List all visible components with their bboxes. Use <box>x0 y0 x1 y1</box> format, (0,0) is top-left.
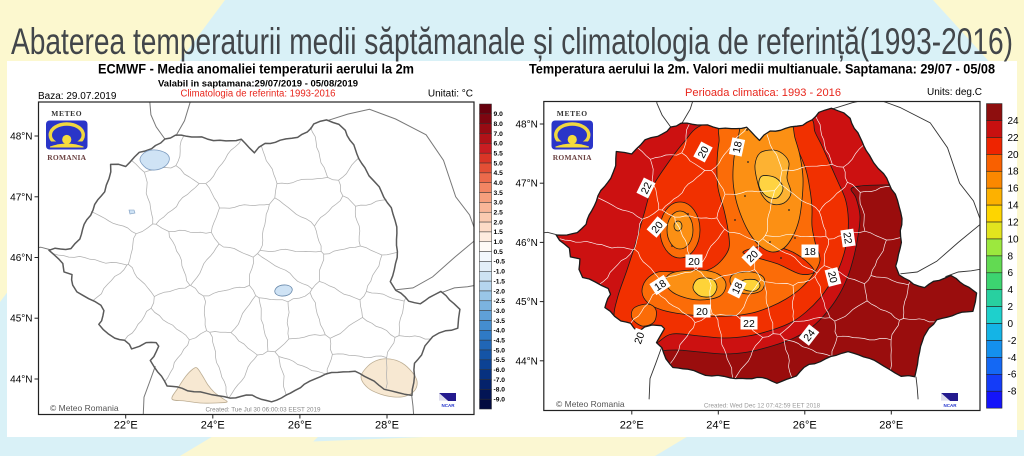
svg-text:20: 20 <box>696 144 712 160</box>
svg-text:18: 18 <box>652 277 668 294</box>
svg-text:26°E: 26°E <box>288 420 312 432</box>
svg-text:NCAR: NCAR <box>944 403 958 408</box>
svg-text:20: 20 <box>696 306 708 318</box>
svg-text:24: 24 <box>1008 116 1020 127</box>
svg-text:18: 18 <box>730 280 746 296</box>
svg-text:24°E: 24°E <box>706 420 730 432</box>
svg-text:48°N: 48°N <box>515 120 537 131</box>
svg-text:-8: -8 <box>1008 387 1017 398</box>
svg-text:-1.5: -1.5 <box>494 278 506 285</box>
svg-text:Baza: 29.07.2019: Baza: 29.07.2019 <box>38 91 117 102</box>
svg-text:14: 14 <box>1008 201 1020 212</box>
svg-text:© Meteo Romania: © Meteo Romania <box>50 403 119 413</box>
svg-text:0: 0 <box>1008 319 1014 330</box>
svg-text:18: 18 <box>804 246 816 258</box>
svg-text:16: 16 <box>1008 184 1020 195</box>
svg-text:22: 22 <box>840 231 854 244</box>
svg-text:46°N: 46°N <box>10 253 32 264</box>
svg-text:4.0: 4.0 <box>494 180 504 187</box>
svg-text:22: 22 <box>743 318 755 330</box>
svg-text:3.5: 3.5 <box>494 190 504 197</box>
svg-text:ECMWF - Media anomaliei temper: ECMWF - Media anomaliei temperaturii aer… <box>98 62 414 77</box>
svg-text:-0.5: -0.5 <box>494 259 506 266</box>
svg-text:26°E: 26°E <box>793 420 817 432</box>
svg-text:-5.0: -5.0 <box>494 347 506 354</box>
svg-text:Perioada climatica: 1993 - 201: Perioada climatica: 1993 - 2016 <box>685 87 841 99</box>
svg-text:Climatologia de referinta: 199: Climatologia de referinta: 1993-2016 <box>181 89 336 100</box>
svg-text:20: 20 <box>1008 150 1020 161</box>
svg-text:18: 18 <box>731 140 745 154</box>
svg-text:28°E: 28°E <box>879 420 903 432</box>
svg-text:-4: -4 <box>1008 353 1017 364</box>
svg-text:Created: Wed Dec 12 07:42:59 E: Created: Wed Dec 12 07:42:59 EET 2018 <box>704 403 821 410</box>
svg-text:9.0: 9.0 <box>494 111 504 118</box>
svg-text:Units: deg.C: Units: deg.C <box>927 87 982 98</box>
svg-text:Created: Tue Jul 30 06:00:03 E: Created: Tue Jul 30 06:00:03 EEST 2019 <box>205 407 321 414</box>
svg-text:4: 4 <box>1008 285 1014 296</box>
svg-text:0.5: 0.5 <box>494 249 504 256</box>
svg-text:Temperatura aerului la 2m. Val: Temperatura aerului la 2m. Valori medii … <box>529 62 995 77</box>
svg-text:22: 22 <box>1008 133 1020 144</box>
svg-text:20: 20 <box>688 256 700 268</box>
svg-text:METEO: METEO <box>51 109 82 118</box>
svg-text:METEO: METEO <box>557 109 588 118</box>
svg-text:2.0: 2.0 <box>494 219 504 226</box>
svg-text:-1.0: -1.0 <box>494 269 506 276</box>
svg-text:22: 22 <box>639 180 655 196</box>
svg-text:ROMANIA: ROMANIA <box>553 153 592 162</box>
svg-text:2.5: 2.5 <box>494 210 504 217</box>
svg-text:ROMANIA: ROMANIA <box>47 153 86 162</box>
svg-text:Abaterea temperaturii medii să: Abaterea temperaturii medii săptămanale … <box>11 21 1013 62</box>
svg-text:-8.0: -8.0 <box>494 387 506 394</box>
svg-text:48°N: 48°N <box>10 132 32 143</box>
svg-text:12: 12 <box>1008 217 1020 228</box>
svg-text:46°N: 46°N <box>515 238 537 249</box>
svg-text:2: 2 <box>1008 302 1014 313</box>
svg-text:47°N: 47°N <box>515 179 537 190</box>
svg-text:8.0: 8.0 <box>494 121 504 128</box>
svg-text:-2.5: -2.5 <box>494 298 506 305</box>
svg-text:45°N: 45°N <box>10 314 32 325</box>
svg-text:6: 6 <box>1008 268 1014 279</box>
svg-text:5.5: 5.5 <box>494 151 504 158</box>
svg-text:1.5: 1.5 <box>494 229 504 236</box>
svg-text:1.0: 1.0 <box>494 239 504 246</box>
svg-text:Valabil in saptamana:29/07/201: Valabil in saptamana:29/07/2019 - 05/08/… <box>158 79 358 90</box>
svg-text:5.0: 5.0 <box>494 160 504 167</box>
svg-text:22°E: 22°E <box>620 420 644 432</box>
svg-text:-7.0: -7.0 <box>494 377 506 384</box>
svg-text:-2: -2 <box>1008 336 1017 347</box>
svg-text:© Meteo Romania: © Meteo Romania <box>556 399 625 409</box>
svg-text:6.0: 6.0 <box>494 141 504 148</box>
svg-text:-6: -6 <box>1008 370 1017 381</box>
svg-text:44°N: 44°N <box>515 356 537 367</box>
svg-text:-6.0: -6.0 <box>494 367 506 374</box>
svg-text:Unitati: °C: Unitati: °C <box>428 89 473 100</box>
svg-text:47°N: 47°N <box>10 192 32 203</box>
svg-text:-5.5: -5.5 <box>494 357 506 364</box>
svg-text:18: 18 <box>1008 167 1020 178</box>
svg-text:-3.0: -3.0 <box>494 308 506 315</box>
svg-text:3.0: 3.0 <box>494 200 504 207</box>
svg-text:NCAR: NCAR <box>442 403 456 408</box>
svg-text:24°E: 24°E <box>201 420 225 432</box>
svg-text:20: 20 <box>825 270 840 284</box>
svg-text:22°E: 22°E <box>114 420 138 432</box>
svg-text:-4.5: -4.5 <box>494 337 506 344</box>
svg-text:44°N: 44°N <box>10 375 32 386</box>
svg-text:-9.0: -9.0 <box>494 397 506 404</box>
svg-text:8: 8 <box>1008 251 1014 262</box>
svg-text:-3.5: -3.5 <box>494 318 506 325</box>
svg-text:45°N: 45°N <box>515 297 537 308</box>
svg-text:10: 10 <box>1008 234 1020 245</box>
svg-text:4.5: 4.5 <box>494 170 504 177</box>
svg-text:-2.0: -2.0 <box>494 288 506 295</box>
svg-text:-4.0: -4.0 <box>494 328 506 335</box>
svg-text:7.0: 7.0 <box>494 131 504 138</box>
svg-text:28°E: 28°E <box>375 420 399 432</box>
svg-text:20: 20 <box>632 331 647 346</box>
